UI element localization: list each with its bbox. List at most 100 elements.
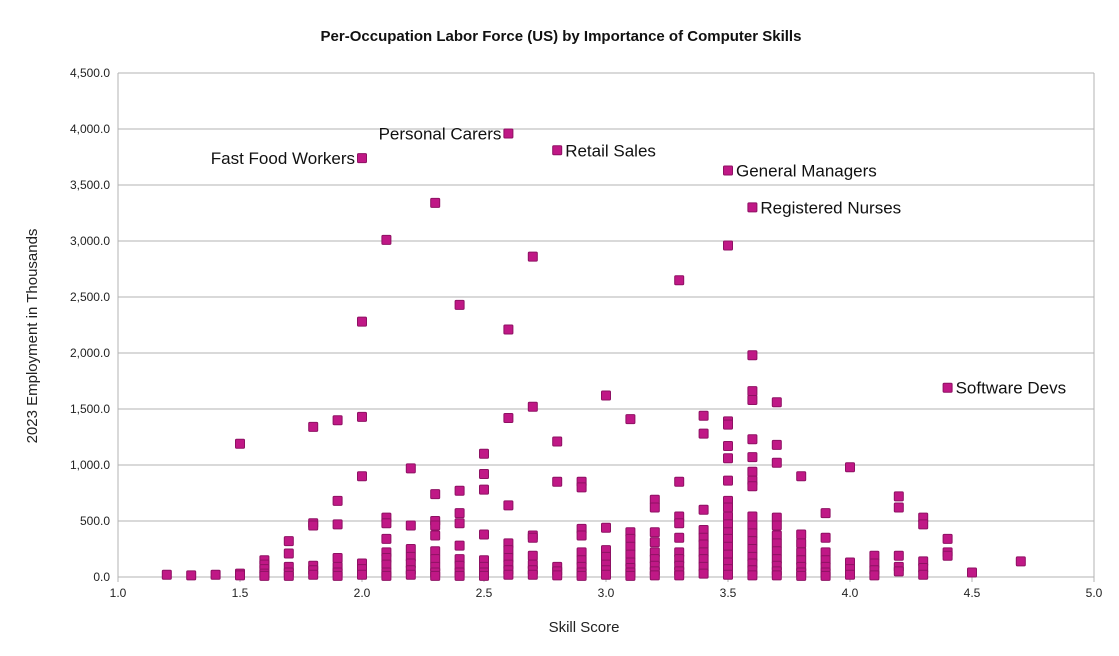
data-point <box>601 569 611 580</box>
gridlines <box>118 72 1094 522</box>
data-point <box>357 316 367 327</box>
data-point <box>820 570 831 581</box>
data-point <box>503 500 514 511</box>
data-point <box>698 410 709 421</box>
data-point <box>747 511 758 522</box>
data-point <box>771 457 782 468</box>
x-tick-label: 3.5 <box>720 586 737 600</box>
x-tick-label: 5.0 <box>1086 586 1103 600</box>
point-annotations: Personal Carers Retail Sales Fast Food Wor… <box>211 124 1066 397</box>
point-annotation: Retail Sales <box>565 141 656 160</box>
data-point <box>820 508 831 519</box>
y-tick-label: 2,500.0 <box>70 290 110 304</box>
data-point <box>381 570 392 581</box>
point-annotation: Fast Food Workers <box>211 149 355 168</box>
data-point <box>308 569 319 580</box>
data-point <box>674 518 685 529</box>
data-point <box>723 475 733 486</box>
data-point <box>283 548 294 559</box>
data-point <box>601 390 611 401</box>
data-point <box>430 197 441 208</box>
data-point <box>771 439 782 450</box>
data-point <box>405 463 416 474</box>
data-point <box>308 520 319 531</box>
data-point <box>454 540 465 551</box>
x-tick-label: 1.5 <box>232 586 249 600</box>
data-point <box>698 568 709 579</box>
data-point <box>454 485 465 496</box>
y-tick-label: 3,000.0 <box>70 234 110 248</box>
data-point <box>918 569 929 580</box>
data-point <box>381 234 392 245</box>
data-point <box>479 570 489 581</box>
data-point <box>869 570 880 581</box>
y-tick-label: 1,500.0 <box>70 402 110 416</box>
data-point <box>1015 556 1026 567</box>
data-point <box>479 468 489 479</box>
y-tick-label: 1,000.0 <box>70 458 110 472</box>
data-point <box>796 471 807 482</box>
data-point <box>625 570 636 581</box>
data-point <box>723 240 733 251</box>
y-tick-labels: 0.0 500.0 1,000.0 1,500.0 2,000.0 2,500.0 3,00… <box>70 66 110 584</box>
y-tick-label: 2,000.0 <box>70 346 110 360</box>
data-point <box>357 411 367 422</box>
data-point <box>771 520 782 531</box>
data-point <box>576 482 587 493</box>
data-point <box>210 569 221 580</box>
data-point <box>576 530 587 541</box>
point-annotation: Registered Nurses <box>760 198 901 217</box>
data-point <box>845 462 855 473</box>
x-tick-label: 4.0 <box>842 586 859 600</box>
data-point <box>235 438 245 449</box>
data-point <box>918 519 929 530</box>
data-point <box>747 434 758 445</box>
data-point <box>796 529 807 540</box>
data-point <box>479 529 489 540</box>
data-point <box>601 522 611 533</box>
x-tick-label: 2.5 <box>476 586 493 600</box>
data-point <box>845 569 855 580</box>
data-point <box>405 520 416 531</box>
data-point <box>552 145 563 156</box>
data-point <box>625 414 636 425</box>
data-point <box>405 569 416 580</box>
data-point <box>747 452 758 463</box>
data-point <box>308 421 319 432</box>
data-point <box>161 569 172 580</box>
data-point <box>503 128 514 139</box>
data-point <box>723 419 733 430</box>
data-point <box>430 520 441 531</box>
data-point <box>747 395 758 406</box>
y-tick-label: 500.0 <box>80 514 110 528</box>
data-point <box>357 153 367 164</box>
data-point <box>527 569 538 580</box>
data-point <box>771 570 782 581</box>
data-point <box>283 536 294 547</box>
x-tick-label: 2.0 <box>354 586 371 600</box>
x-tick-label: 1.0 <box>110 586 127 600</box>
data-point <box>942 550 953 561</box>
x-tick-label: 3.0 <box>598 586 615 600</box>
chart-title: Per-Occupation Labor Force (US) by Impor… <box>321 28 802 45</box>
data-point <box>723 502 733 513</box>
point-annotation: General Managers <box>736 161 877 180</box>
data-point <box>259 570 270 581</box>
x-axis-title: Skill Score <box>549 619 620 636</box>
data-point <box>747 570 758 581</box>
data-point <box>357 569 367 580</box>
data-point <box>454 518 465 529</box>
data-point <box>332 495 343 506</box>
data-point <box>430 530 441 541</box>
data-point <box>381 533 392 544</box>
data-point <box>576 570 587 581</box>
data-point <box>747 202 758 213</box>
data-point <box>552 436 563 447</box>
data-point <box>527 251 538 262</box>
y-tick-label: 4,000.0 <box>70 122 110 136</box>
data-point <box>796 538 807 549</box>
data-point <box>893 566 904 577</box>
data-point <box>674 275 685 286</box>
data-point <box>649 527 660 538</box>
